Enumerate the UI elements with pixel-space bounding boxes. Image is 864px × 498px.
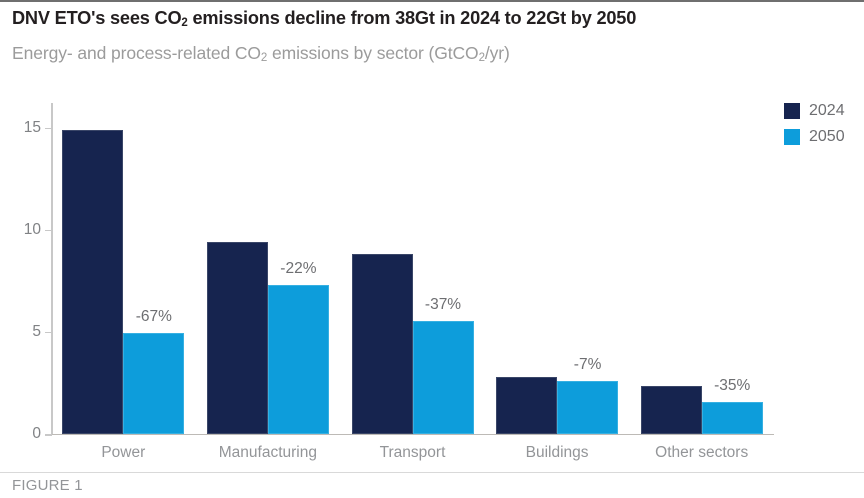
bar-transport-2024[interactable] [351, 254, 413, 434]
y-tick-label-10: 10 [23, 220, 41, 238]
bar-power-2024[interactable] [62, 129, 124, 434]
y-tick-mark-10 [45, 229, 52, 232]
legend-label-2024: 2024 [809, 102, 845, 119]
legend-item-2050[interactable]: 2050 [784, 124, 845, 150]
bar-power-2050[interactable] [123, 332, 185, 434]
chart-legend: 2024 2050 [784, 98, 845, 150]
bar-transport-2050[interactable] [412, 320, 474, 434]
chart-subtitle-subscript-2: 2 [478, 52, 485, 64]
x-tick-label-manufacturing: Manufacturing [218, 444, 318, 461]
x-tick-label-other-sectors: Other sectors [655, 444, 749, 461]
y-tick-mark-5 [45, 331, 52, 334]
chart-title-subscript: 2 [181, 17, 188, 29]
y-axis-line [51, 103, 53, 435]
bar-buildings-2024[interactable] [496, 376, 558, 434]
bar-other-sectors-2050[interactable] [701, 402, 763, 434]
chart-subtitle-middle: emissions by sector (GtCO [267, 43, 479, 63]
legend-swatch-2050 [784, 129, 800, 145]
y-tick-mark-15 [45, 127, 52, 130]
x-tick-label-buildings: Buildings [525, 444, 589, 461]
y-tick-label-5: 5 [32, 322, 41, 340]
figure-caption: FIGURE 1 [12, 477, 83, 494]
pct-change-label-manufacturing: -22% [280, 259, 317, 277]
pct-change-label-transport: -37% [424, 295, 462, 313]
pct-change-label-power: -67% [135, 307, 172, 325]
y-tick-label-15: 15 [23, 118, 41, 136]
footer-divider [0, 472, 864, 473]
bar-manufacturing-2024[interactable] [206, 241, 268, 434]
x-tick-label-transport: Transport [379, 444, 446, 461]
y-tick-label-0: 0 [32, 425, 41, 442]
chart-title-suffix: emissions decline from 38Gt in 2024 to 2… [187, 8, 637, 28]
pct-change-label-other-sectors: -35% [714, 377, 751, 395]
chart-subtitle: Energy- and process-related CO2 emission… [12, 43, 510, 64]
chart-title-prefix: DNV ETO's sees CO [12, 8, 182, 28]
pct-change-label-buildings: -7% [573, 355, 602, 373]
bar-other-sectors-2024[interactable] [640, 386, 702, 434]
chart-subtitle-subscript-1: 2 [260, 52, 268, 64]
x-axis-line [51, 433, 774, 435]
legend-label-2050: 2050 [809, 128, 845, 145]
header-divider [0, 0, 864, 2]
bar-buildings-2050[interactable] [557, 380, 619, 434]
legend-swatch-2024 [784, 103, 800, 119]
legend-item-2024[interactable]: 2024 [784, 98, 845, 124]
chart-subtitle-prefix: Energy- and process-related CO [12, 43, 261, 63]
y-tick-mark-0 [45, 434, 52, 436]
chart-title: DNV ETO's sees CO2 emissions decline fro… [12, 8, 636, 29]
bar-manufacturing-2050[interactable] [267, 284, 329, 434]
x-tick-label-power: Power [101, 444, 146, 461]
chart-subtitle-suffix: /yr) [484, 43, 510, 63]
